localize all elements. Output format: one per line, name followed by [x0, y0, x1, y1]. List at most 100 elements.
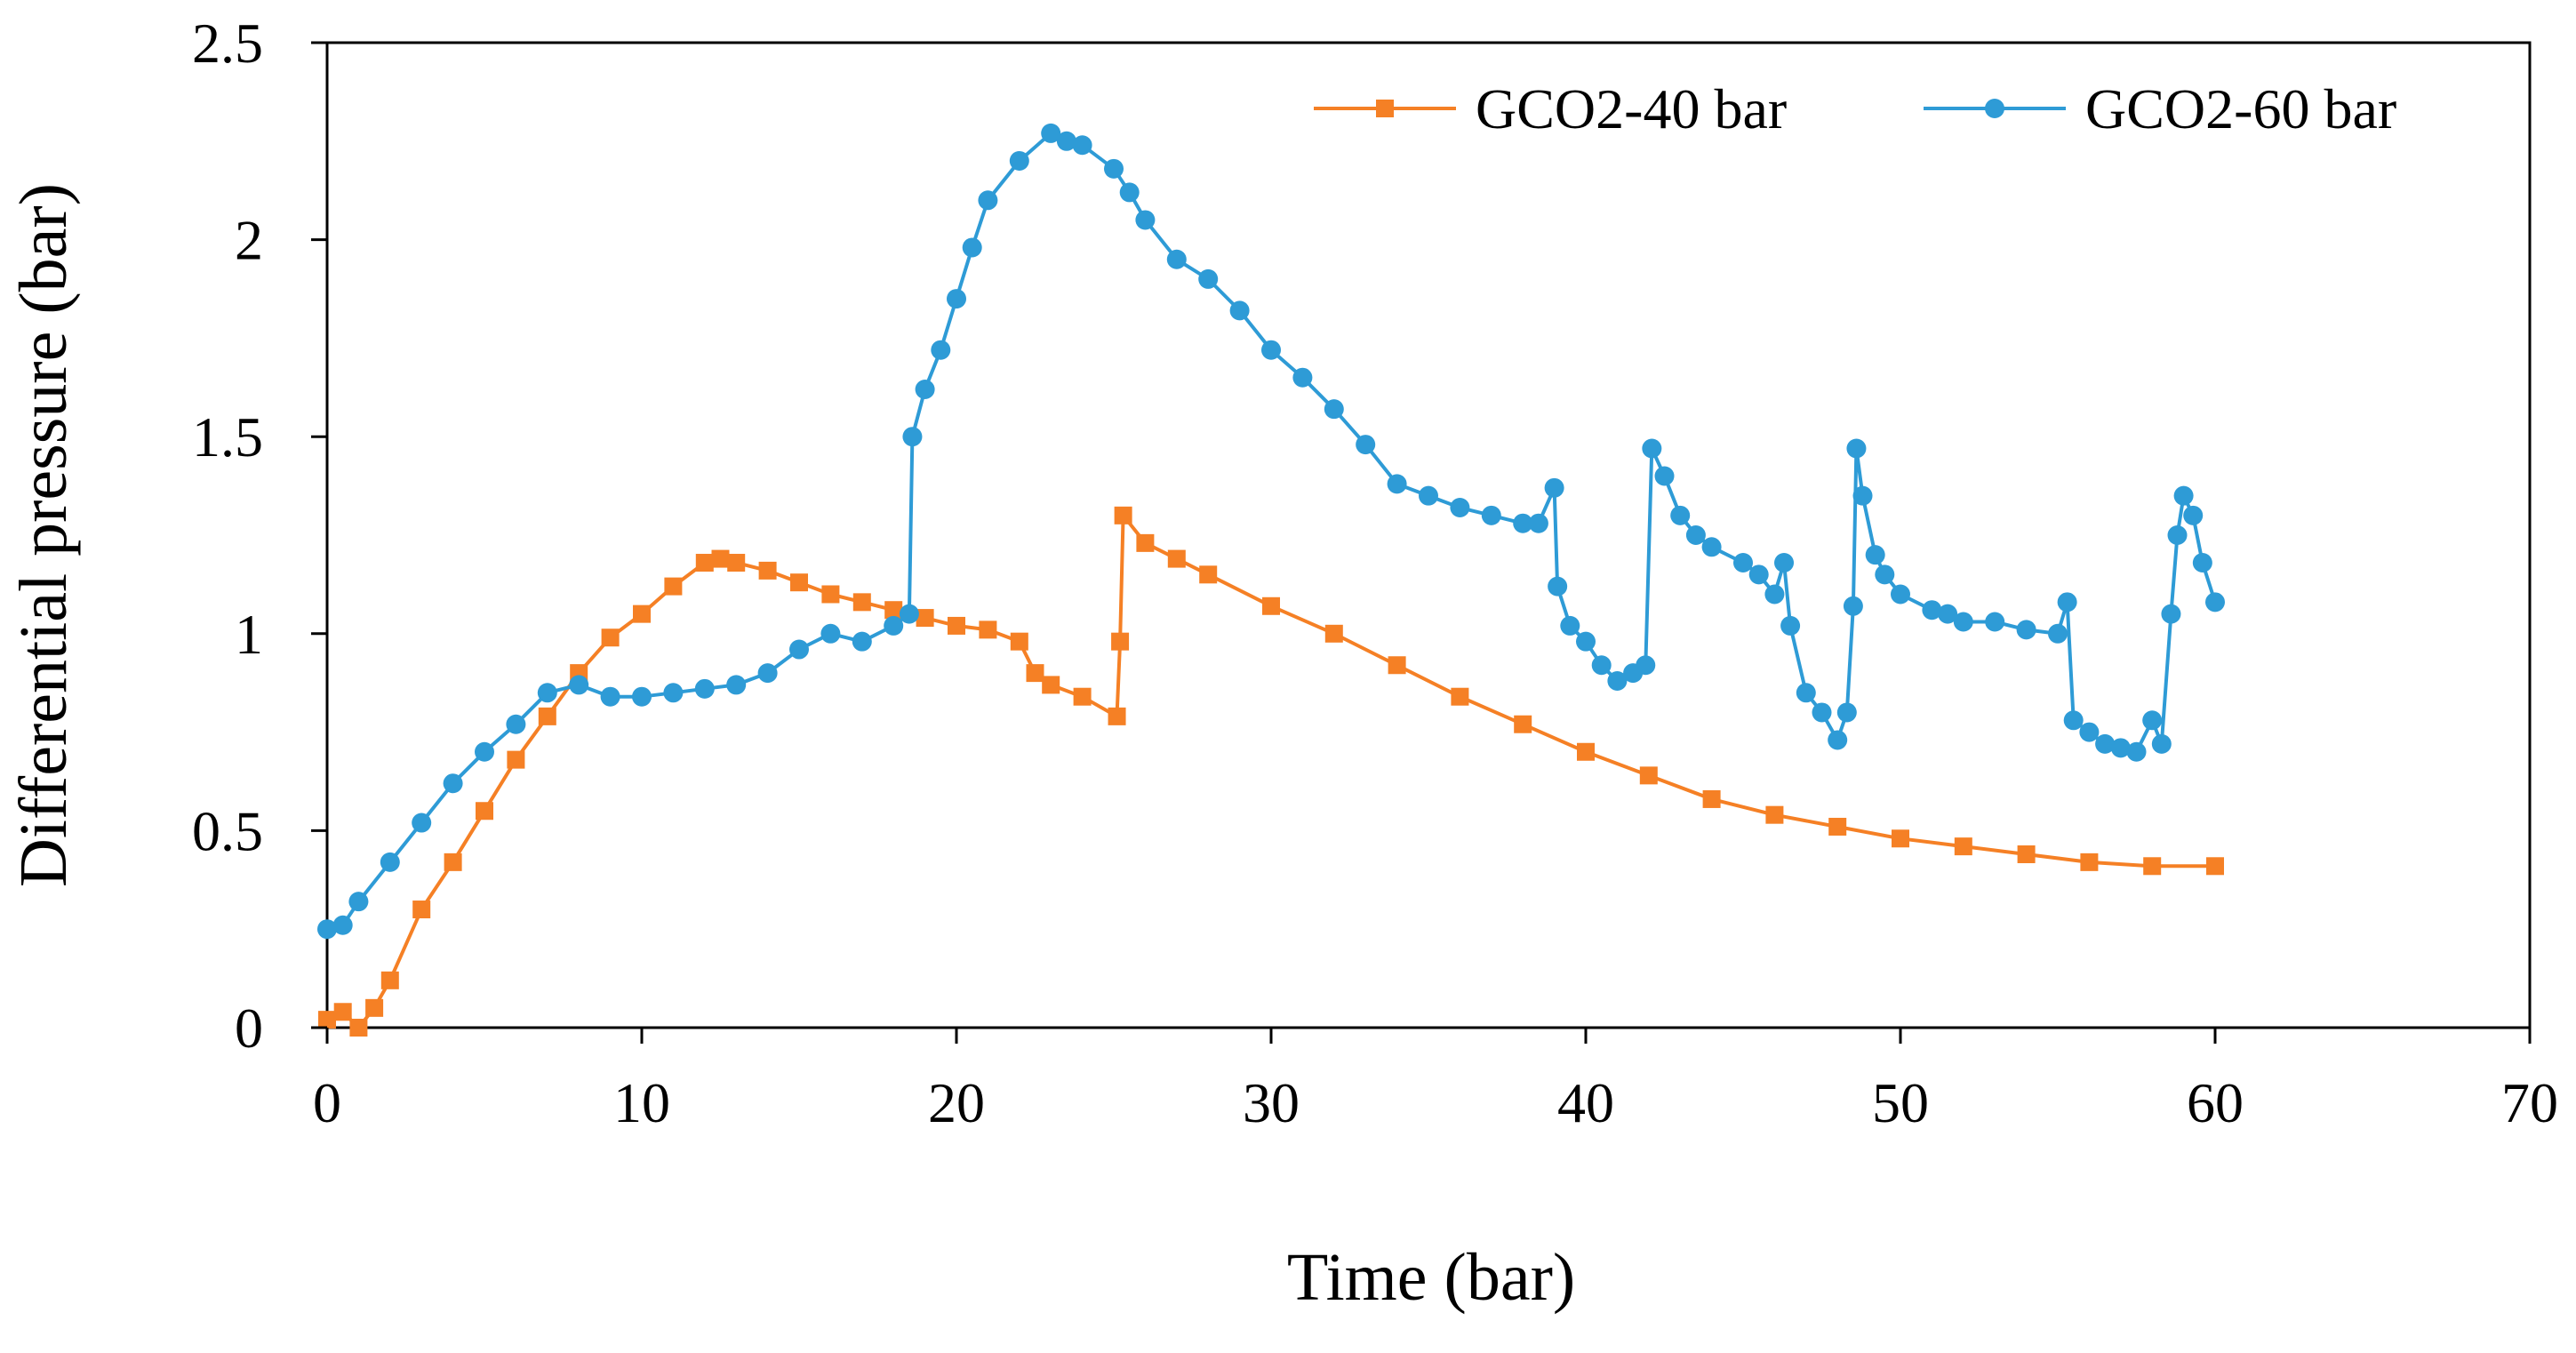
data-point — [852, 593, 871, 612]
data-point — [1577, 742, 1595, 761]
x-axis-ticks: 0 10 20 30 40 50 60 70 — [313, 1028, 2558, 1134]
data-point — [1796, 683, 1816, 703]
data-point — [538, 707, 556, 725]
data-point — [1111, 632, 1130, 651]
data-point — [1591, 655, 1612, 676]
x-tick-label: 50 — [1872, 1071, 1929, 1134]
data-point — [2110, 738, 2131, 758]
y-tick-label: 0.5 — [192, 799, 263, 862]
data-point — [1852, 485, 1873, 506]
data-point — [537, 683, 557, 703]
x-tick-label: 60 — [2187, 1071, 2244, 1134]
data-point — [884, 601, 903, 620]
data-point — [1642, 438, 1662, 459]
data-point — [1892, 829, 1909, 848]
data-point — [1702, 789, 1721, 808]
data-point — [1262, 596, 1280, 615]
data-point — [2016, 620, 2036, 640]
data-point — [412, 901, 431, 919]
data-point — [1828, 730, 1848, 750]
data-point — [476, 802, 493, 821]
data-point — [1119, 182, 1140, 203]
data-point — [1701, 537, 1722, 557]
data-point — [1104, 158, 1124, 179]
data-point — [884, 615, 904, 636]
data-point — [333, 1003, 352, 1021]
data-point — [1922, 600, 1942, 620]
data-point — [2192, 553, 2212, 573]
data-point — [2063, 710, 2084, 731]
y-tick-label: 1 — [235, 603, 263, 666]
data-point — [916, 609, 934, 628]
data-point — [380, 852, 400, 872]
data-point — [2079, 722, 2100, 742]
data-point — [2161, 604, 2181, 624]
data-point — [758, 561, 777, 580]
x-tick-label: 0 — [313, 1071, 341, 1134]
data-point — [2143, 857, 2162, 876]
data-point — [1576, 631, 1596, 652]
data-point — [1938, 604, 1958, 624]
data-point — [1774, 553, 1795, 573]
data-point — [1042, 676, 1060, 694]
data-point — [349, 1019, 368, 1037]
data-point — [1292, 367, 1313, 388]
series-1 — [318, 506, 2224, 1037]
data-point — [569, 675, 589, 695]
data-point — [790, 573, 808, 592]
data-point — [332, 915, 353, 935]
data-point — [365, 998, 384, 1017]
x-tick-label: 70 — [2501, 1071, 2558, 1134]
data-point — [979, 620, 997, 639]
data-point — [1891, 584, 1910, 604]
data-point — [1607, 670, 1628, 691]
data-point — [727, 554, 746, 572]
data-point — [695, 554, 714, 572]
y-tick-label: 0 — [235, 997, 263, 1060]
data-point — [1685, 525, 1706, 545]
x-tick-label: 30 — [1243, 1071, 1300, 1134]
data-point — [1010, 632, 1028, 651]
data-point — [1388, 656, 1406, 675]
data-point — [1560, 615, 1580, 636]
y-axis-ticks: 0 0.5 1 1.5 2 2.5 — [192, 12, 327, 1060]
data-point — [1828, 817, 1847, 836]
data-point — [1875, 564, 1895, 585]
data-point — [1009, 150, 1029, 171]
y-tick-label: 1.5 — [192, 405, 263, 468]
data-point — [1654, 466, 1675, 486]
legend-label: GCO2-60 bar — [2085, 77, 2396, 140]
data-point — [2095, 733, 2116, 754]
data-point — [757, 663, 778, 684]
data-point — [2126, 741, 2147, 762]
data-point — [1166, 249, 1187, 269]
data-point — [1780, 615, 1801, 636]
data-point — [1548, 576, 1568, 596]
data-point — [1324, 624, 1343, 643]
data-point — [1985, 612, 2005, 632]
data-point — [947, 289, 966, 309]
data-point — [1836, 702, 1857, 723]
data-point — [1387, 474, 1407, 494]
data-point — [443, 773, 463, 794]
data-point — [1748, 564, 1769, 585]
data-point — [1056, 131, 1076, 151]
x-axis-title: Time (bar) — [1287, 1240, 1575, 1315]
data-point — [1528, 513, 1548, 533]
data-point — [852, 631, 872, 652]
data-point — [317, 919, 337, 940]
data-point — [962, 237, 982, 258]
data-point — [1764, 584, 1785, 604]
data-point — [2080, 853, 2099, 871]
data-point — [444, 853, 462, 871]
data-point — [1843, 596, 1863, 616]
data-point — [633, 604, 651, 623]
data-point — [1636, 655, 1656, 676]
data-point — [664, 577, 683, 596]
legend-item: GCO2-60 bar — [1924, 77, 2396, 140]
data-point — [1765, 805, 1784, 824]
legend-marker — [1376, 100, 1394, 117]
data-point — [711, 549, 730, 568]
data-point — [694, 678, 715, 699]
